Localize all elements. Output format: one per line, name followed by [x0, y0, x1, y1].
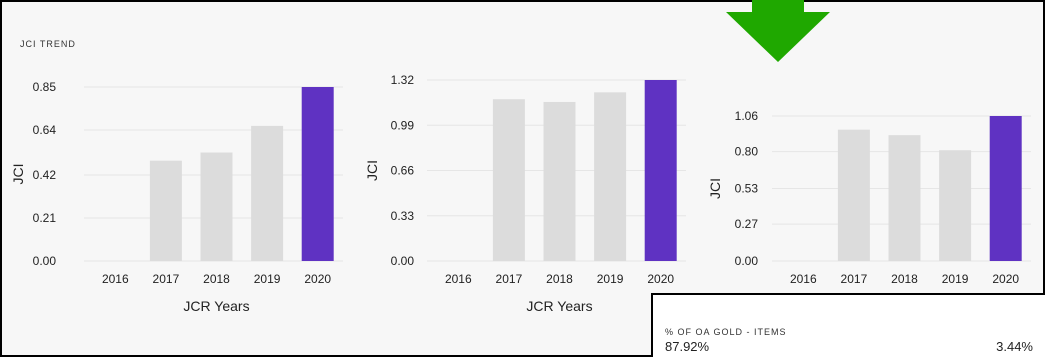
y-tick-label: 1.06 [735, 109, 759, 123]
bar-2018 [200, 152, 233, 261]
x-tick-label: 2019 [254, 272, 281, 286]
y-tick-label: 0.33 [391, 209, 415, 223]
bar-2019 [939, 150, 972, 261]
x-tick-label: 2018 [203, 272, 230, 286]
y-tick-label: 0.21 [33, 211, 57, 225]
bar-2017 [837, 129, 870, 261]
x-tick-label: 2016 [445, 272, 472, 286]
y-tick-label: 0.66 [391, 164, 415, 178]
x-tick-label: 2019 [597, 272, 624, 286]
y-tick-label: 0.00 [735, 254, 759, 268]
x-tick-label: 2020 [992, 272, 1019, 286]
x-tick-label: 2018 [546, 272, 573, 286]
x-tick-label: 2016 [102, 272, 129, 286]
y-tick-label: 0.64 [33, 123, 57, 137]
y-tick-label: 0.53 [735, 182, 759, 196]
bar-2019 [251, 125, 284, 261]
oa-gold-right-value: 3.44% [996, 339, 1033, 354]
x-axis-title: JCR Years [183, 298, 249, 314]
x-axis-title: JCR Years [526, 298, 592, 314]
x-tick-label: 2020 [647, 272, 674, 286]
x-tick-label: 2016 [790, 272, 817, 286]
y-axis-title: JCI [364, 160, 380, 181]
y-tick-label: 0.27 [735, 217, 759, 231]
x-tick-label: 2018 [891, 272, 918, 286]
x-tick-label: 2019 [942, 272, 969, 286]
x-tick-label: 2017 [841, 272, 868, 286]
bar-2020 [644, 80, 677, 261]
x-tick-label: 2017 [496, 272, 523, 286]
y-tick-label: 0.00 [33, 254, 57, 268]
bar-2020 [301, 87, 334, 261]
y-tick-label: 0.42 [33, 168, 57, 182]
bar-2017 [492, 99, 525, 262]
down-arrow-icon [726, 0, 830, 62]
oa-gold-left-value: 87.92% [665, 339, 710, 354]
y-tick-label: 0.00 [391, 254, 415, 268]
bar-2019 [594, 92, 627, 261]
bar-2018 [888, 135, 921, 261]
x-tick-label: 2020 [304, 272, 331, 286]
oa-gold-title: % OF OA GOLD - ITEMS [665, 327, 787, 337]
bar-2020 [989, 116, 1022, 261]
x-tick-label: 2017 [153, 272, 180, 286]
y-tick-label: 0.99 [391, 118, 415, 132]
y-axis-title: JCI [707, 178, 723, 199]
y-tick-label: 1.32 [391, 73, 415, 87]
y-tick-label: 0.85 [33, 80, 57, 94]
oa-gold-panel: % OF OA GOLD - ITEMS 87.92% 3.44% [651, 293, 1045, 357]
bar-2018 [543, 101, 576, 261]
bar-2017 [149, 160, 182, 261]
y-tick-label: 0.80 [735, 145, 759, 159]
y-axis-title: JCI [10, 164, 26, 185]
section-title: JCI TREND [20, 39, 76, 49]
